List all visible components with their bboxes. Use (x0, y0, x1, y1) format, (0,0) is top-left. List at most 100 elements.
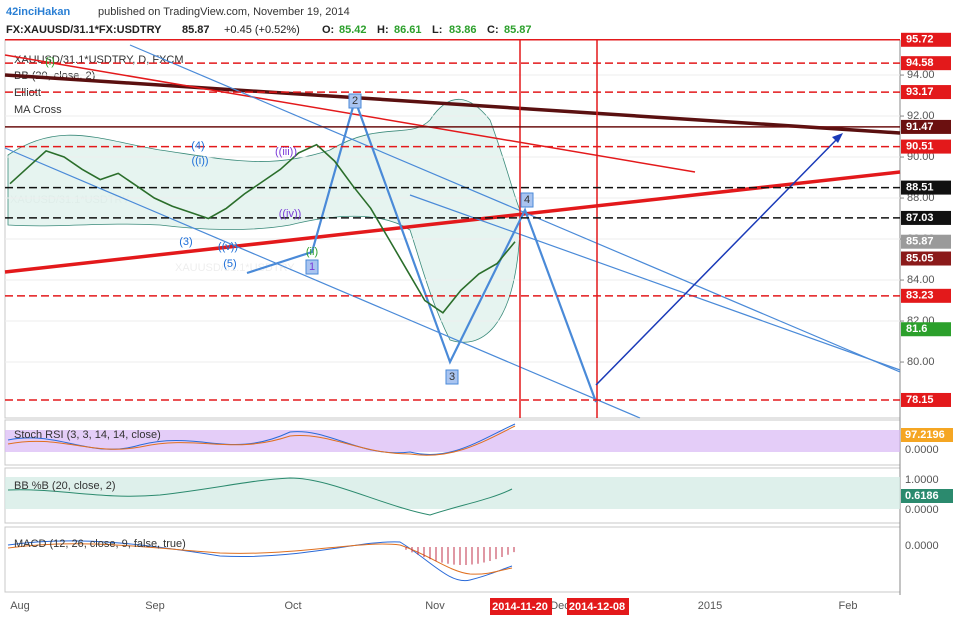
panel-title: BB %B (20, close, 2) (14, 480, 116, 492)
wave-label: 1 (309, 261, 315, 273)
y-tick-label: 92.00 (907, 110, 935, 122)
y-tick-label: 88.00 (907, 192, 935, 204)
panel-label: 97.2196 (905, 429, 945, 441)
chart-title: XAUUSD/31.1*USDTRY, D, FXCM (14, 54, 184, 66)
trend-line (4, 170, 901, 274)
last-price: 85.87 (182, 24, 210, 36)
wave-label: ((iii)) (275, 146, 297, 158)
wave-label: 3 (449, 371, 455, 383)
level-label-box (901, 56, 951, 71)
ohlc-value: 85.87 (504, 24, 532, 36)
wave-label: ((iv)) (279, 208, 302, 220)
indicator-name: MA Cross (14, 104, 62, 116)
panel-label-box (901, 428, 953, 442)
wave-label: (ii) (306, 246, 318, 258)
x-tick-label: Nov (425, 600, 445, 612)
bb-line (7, 477, 513, 516)
level-label: 94.58 (906, 57, 934, 69)
ohlc-value: 83.86 (449, 24, 477, 36)
level-label-box (901, 180, 951, 195)
ohlc-value: 85.42 (339, 24, 367, 36)
wave-label: ((v)) (218, 241, 238, 253)
marker-label: 2014-12-08 (569, 601, 625, 613)
ohlc-label: L: (432, 24, 442, 36)
x-tick-label: 2015 (698, 600, 722, 612)
panel-label-box (901, 539, 953, 553)
x-tick-label: Sep (145, 600, 165, 612)
level-label: 90.51 (906, 141, 934, 153)
panel-label-box (901, 473, 953, 487)
bb-band (5, 477, 900, 509)
trend-line (4, 73, 901, 135)
x-tick-label: Dec (550, 600, 570, 612)
trend-line (409, 194, 901, 371)
level-label: 78.15 (906, 394, 934, 406)
level-label: 83.23 (906, 290, 934, 302)
level-label: 95.72 (906, 34, 934, 46)
trend-line (4, 54, 696, 173)
x-tick-label: Aug (10, 600, 30, 612)
projection-arrow (595, 135, 841, 386)
watermark: XAUUSD/31.1*USDTRY (175, 262, 295, 274)
panel-label: 0.0000 (905, 504, 939, 516)
ohlc-label: H: (377, 24, 389, 36)
user: 42inciHakan (6, 6, 70, 18)
level-label-box (901, 119, 951, 134)
level-label: 93.17 (906, 86, 934, 98)
panel-label-box (901, 489, 953, 503)
indicator-name: Elliott (14, 87, 41, 99)
ohlc-label: C: (487, 24, 499, 36)
macd-signal (7, 543, 513, 575)
panel-label-box (901, 503, 953, 517)
ohlc-value: 86.61 (394, 24, 422, 36)
level-label-box (901, 139, 951, 154)
wave-label: (5) (223, 258, 236, 270)
wave-box (520, 192, 534, 208)
wave-label: (i) (45, 56, 55, 68)
level-label: 91.47 (906, 121, 934, 133)
arrow-head (832, 133, 843, 143)
level-label-box (901, 32, 951, 47)
wave-label: (3) (179, 236, 192, 248)
price-line (9, 143, 516, 314)
panel-label: 0.6186 (905, 490, 939, 502)
level-label-box (901, 234, 951, 249)
wave-label: ((i)) (191, 155, 208, 167)
panel-label: 0.0000 (905, 444, 939, 456)
change: +0.45 (+0.52%) (224, 24, 300, 36)
level-label: 85.05 (906, 252, 934, 264)
level-label: 85.87 (906, 236, 934, 248)
level-label: 81.6 (906, 323, 927, 335)
level-label-box (901, 85, 951, 100)
wave-label: (4) (191, 140, 204, 152)
stoch-band (5, 430, 900, 452)
level-label-box (901, 251, 951, 266)
level-label: 88.51 (906, 181, 934, 193)
marker-box (490, 598, 552, 615)
y-tick-label: 90.00 (907, 151, 935, 163)
stoch-line (7, 425, 516, 456)
symbol: FX:XAUUSD/31.1*FX:USDTRY (6, 24, 162, 36)
ohlc-label: O: (322, 24, 334, 36)
level-label-box (901, 322, 951, 337)
x-tick-label: Feb (839, 600, 858, 612)
level-label: 87.03 (906, 212, 934, 224)
marker-box (567, 598, 629, 615)
panel-label: 1.0000 (905, 474, 939, 486)
trend-line (129, 44, 901, 373)
panel-title: Stoch RSI (3, 3, 14, 14, close) (14, 429, 161, 441)
panel-title: MACD (12, 26, close, 9, false, true) (14, 538, 186, 550)
wave-box (445, 369, 459, 385)
bollinger-band (7, 98, 521, 343)
level-label-box (901, 210, 951, 225)
x-tick-label: Oct (284, 600, 301, 612)
wave-box (348, 93, 362, 109)
wave-path (246, 96, 598, 403)
wave-label: 2 (352, 95, 358, 107)
panel-label-box (901, 443, 953, 457)
level-label-box (901, 288, 951, 303)
level-label-box (901, 392, 951, 407)
published: published on TradingView.com, November 1… (98, 6, 350, 18)
